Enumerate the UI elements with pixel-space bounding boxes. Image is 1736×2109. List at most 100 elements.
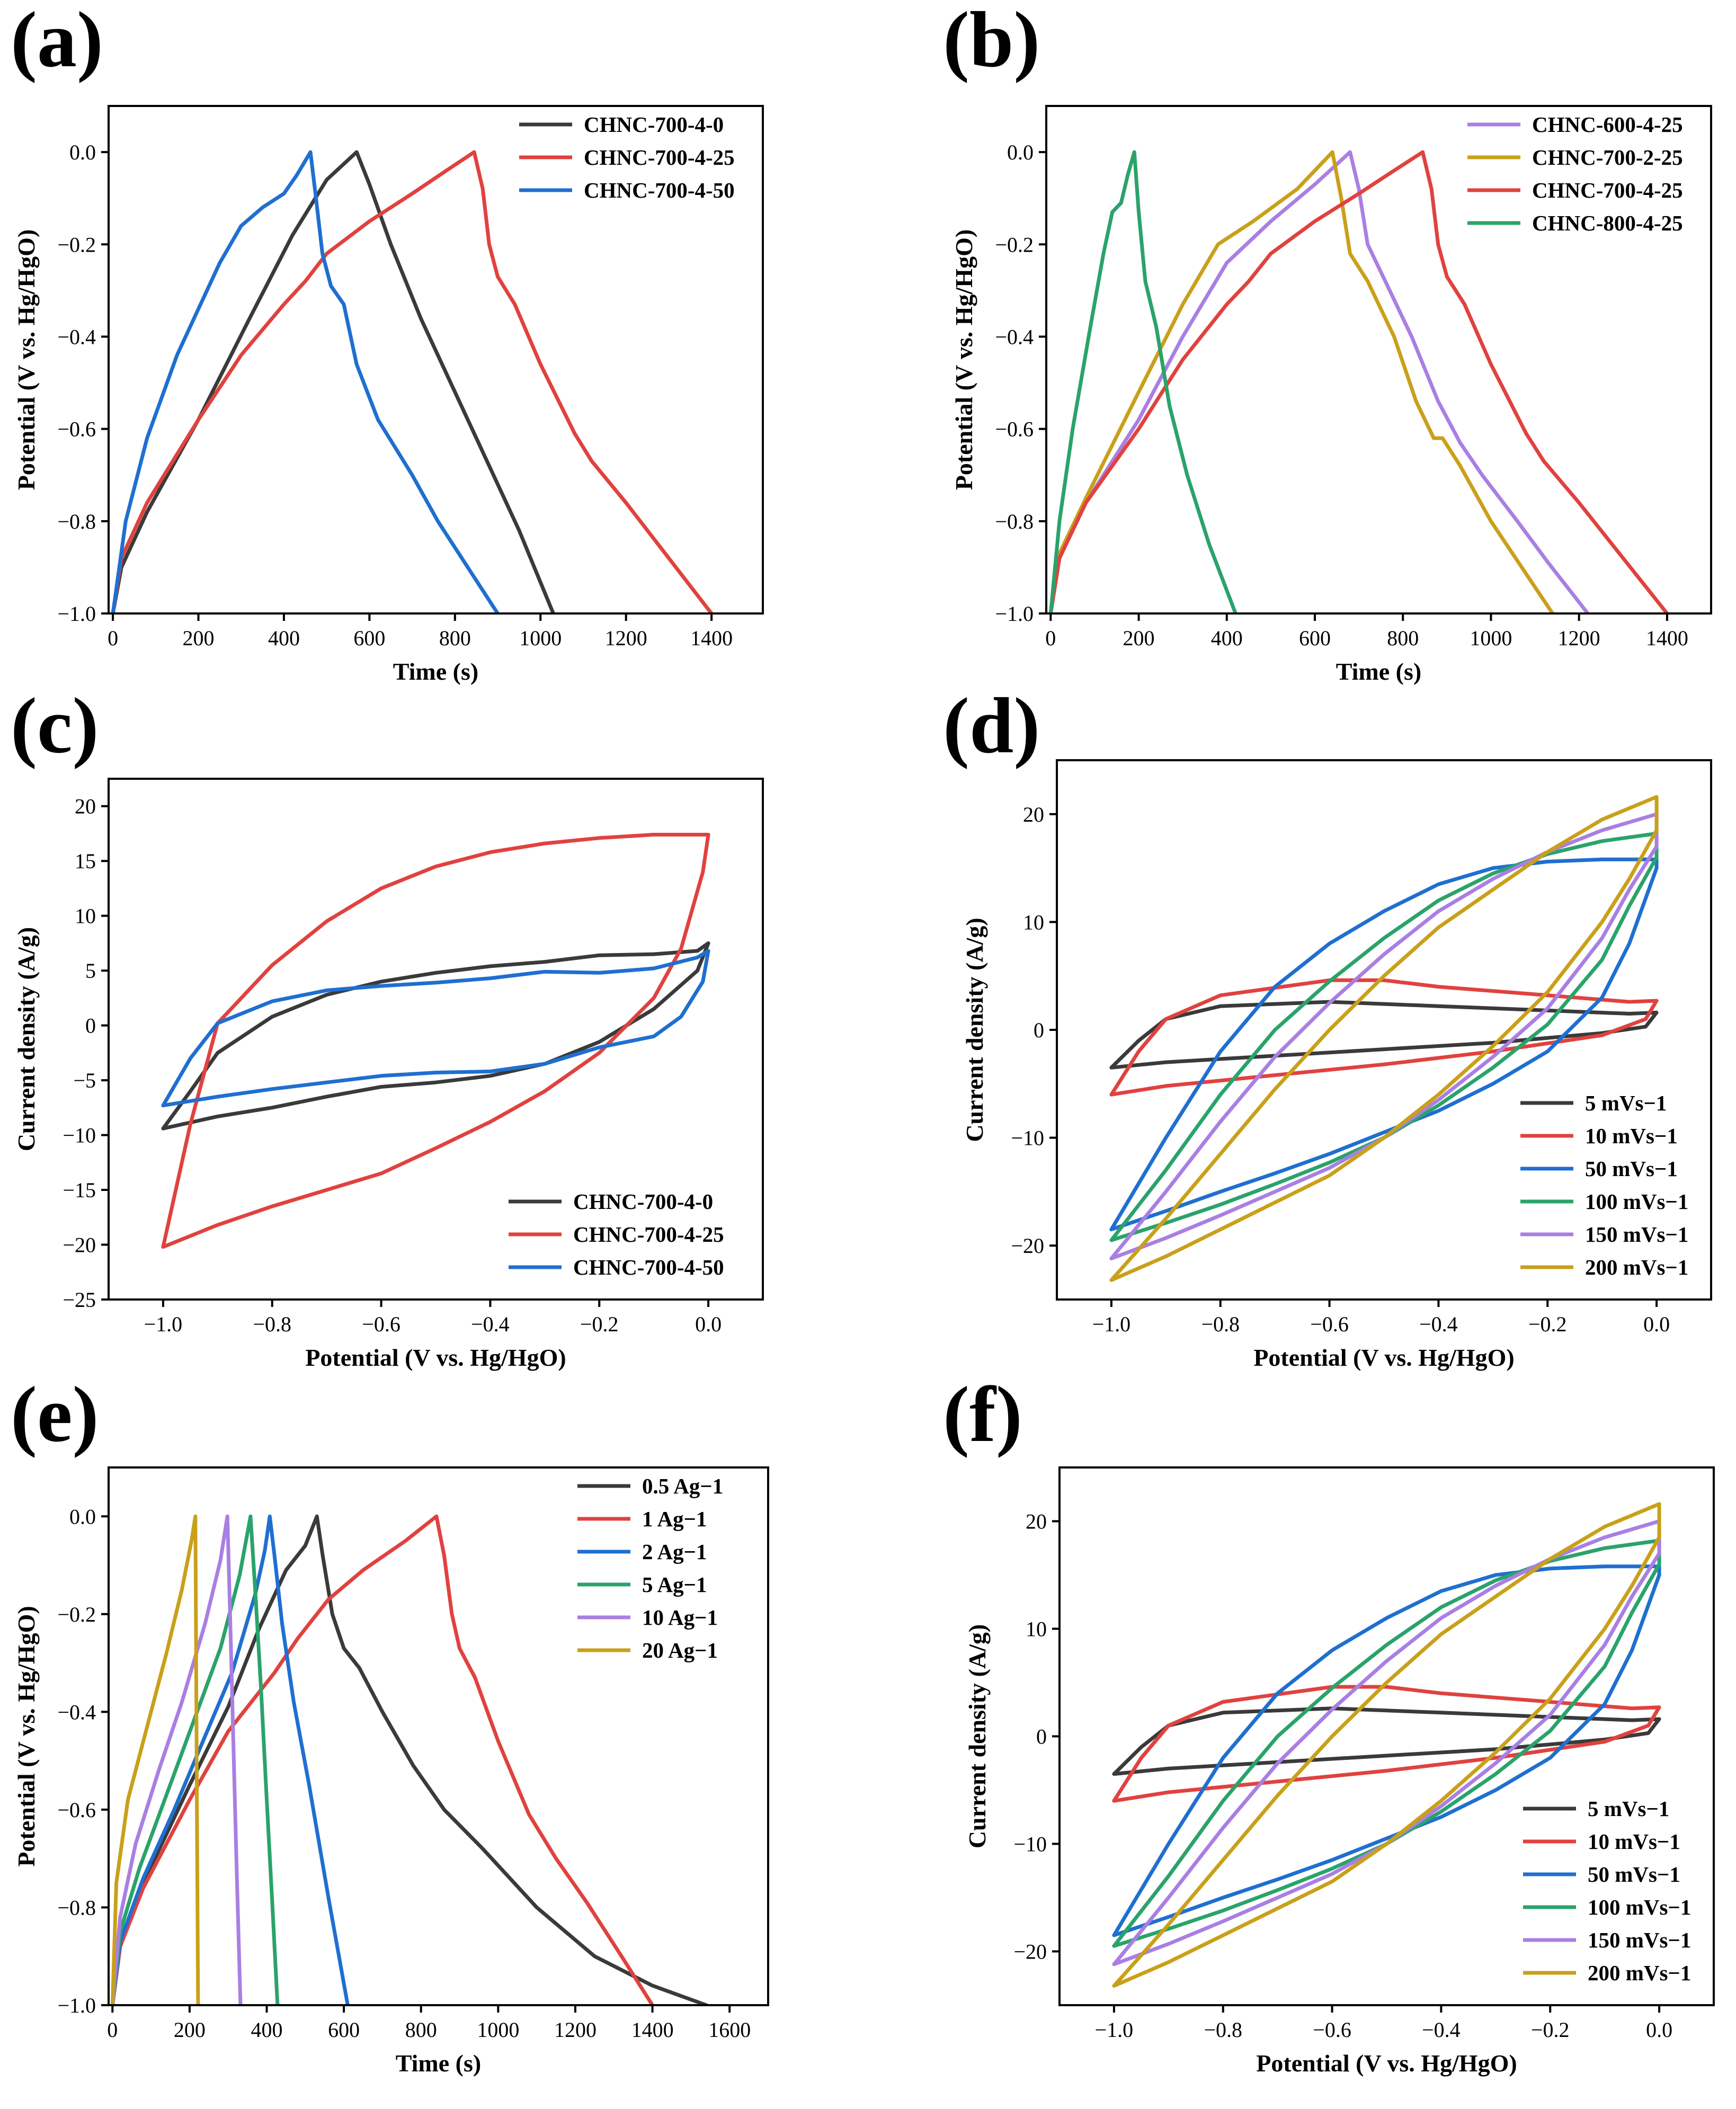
x-tick-label-a-0: 0 [108,626,118,650]
y-axis-title-d: Current density (A/g) [961,918,988,1142]
series-group-a [111,150,714,613]
legend-label-c-1: CHNC-700-4-25 [573,1222,724,1247]
series-line-c-2 [161,949,710,1108]
series-line-d-1 [1109,978,1659,1097]
x-tick-label-d-1: −0.8 [1201,1312,1240,1336]
x-axis-title-a: Time (s) [393,658,478,685]
y-tick-label-e-3: −0.4 [57,1700,96,1724]
y-tick-label-d-2: 0 [1034,1018,1044,1042]
series-line-d-3 [1109,831,1659,1242]
y-tick-label-c-0: −25 [63,1288,96,1312]
x-tick-label-a-1: 200 [183,626,215,650]
x-tick-label-d-4: −0.2 [1528,1312,1567,1336]
x-tick-label-d-3: −0.4 [1419,1312,1458,1336]
legend-label-d-0: 5 mVs−1 [1585,1091,1667,1115]
series-line-f-2 [1112,1564,1661,1937]
legend-label-a-1: CHNC-700-4-25 [584,145,735,170]
x-tick-label-c-0: −1.0 [144,1312,183,1336]
x-tick-label-a-5: 1000 [519,626,562,650]
legend-label-d-2: 50 mVs−1 [1585,1156,1678,1181]
series-line-b-1 [1048,150,1555,613]
series-line-d-0 [1109,1000,1659,1070]
series-line-f-5 [1112,1502,1661,1988]
legend-label-c-0: CHNC-700-4-0 [573,1189,713,1214]
series-line-f-0 [1112,1706,1661,1776]
x-tick-label-c-2: −0.6 [362,1312,400,1336]
series-line-e-2 [110,1514,350,2005]
legend-label-e-0: 0.5 Ag−1 [642,1474,723,1498]
y-tick-label-c-4: −5 [73,1069,96,1092]
y-tick-label-d-4: 20 [1023,803,1044,826]
y-tick-label-e-4: −0.2 [57,1603,96,1626]
y-tick-label-c-3: −10 [63,1124,96,1147]
panel-label-f: (f) [943,1371,1022,1458]
y-tick-label-b-3: −0.4 [995,325,1034,349]
series-line-c-0 [161,941,710,1131]
panel-e: (e) 0 200 400 600 800 1000 1200 1400 1600 −1.0 −0.8… [11,1371,769,2077]
panel-label-e: (e) [11,1371,99,1458]
y-axis-title-b: Potential (V vs. Hg/HgO) [950,229,977,490]
legend-label-a-0: CHNC-700-4-0 [584,112,724,137]
y-tick-label-b-2: −0.6 [995,417,1034,441]
legend-label-b-2: CHNC-700-4-25 [1532,178,1683,202]
x-tick-label-f-3: −0.4 [1422,2018,1461,2042]
x-tick-label-b-0: 0 [1045,626,1056,650]
series-group-c [161,833,710,1249]
y-tick-label-e-2: −0.6 [57,1798,96,1822]
x-tick-label-a-7: 1400 [690,626,733,650]
x-tick-label-f-0: −1.0 [1095,2018,1134,2042]
legend-label-e-1: 1 Ag−1 [642,1507,707,1531]
plot-frame-b [1045,105,1712,615]
y-tick-label-e-0: −1.0 [57,1994,96,2017]
legend-label-f-5: 200 mVs−1 [1588,1961,1691,1985]
legend-e: 0.5 Ag−1 1 Ag−1 2 Ag−1 5 Ag−1 10 Ag−1 20 Ag−1 [577,1474,723,1662]
series-line-e-3 [110,1514,280,2005]
x-tick-label-e-3: 600 [328,2018,360,2042]
series-group-f [1112,1502,1661,1988]
series-line-e-4 [110,1514,243,2005]
y-tick-label-a-2: −0.6 [57,417,96,441]
legend-label-e-3: 5 Ag−1 [642,1572,707,1597]
y-tick-label-a-1: −0.8 [57,510,96,533]
panel-a: (a) 0 200 400 600 800 1000 1200 1400 −1.0 −0.8 −0.6… [11,0,764,685]
x-tick-label-c-1: −0.8 [253,1312,291,1336]
legend-a: CHNC-700-4-0 CHNC-700-4-25 CHNC-700-4-50 [519,112,735,202]
y-tick-label-d-3: 10 [1023,910,1044,934]
x-tick-label-e-2: 400 [251,2018,283,2042]
y-tick-label-c-8: 15 [75,849,96,873]
y-tick-label-c-9: 20 [75,795,96,818]
series-line-c-1 [161,833,710,1249]
x-axis-title-e: Time (s) [396,2050,481,2077]
legend-label-e-4: 10 Ag−1 [642,1605,718,1630]
x-tick-label-d-2: −0.6 [1310,1312,1349,1336]
x-tick-label-c-5: 0.0 [695,1312,722,1336]
legend-label-e-2: 2 Ag−1 [642,1540,707,1564]
series-line-e-0 [110,1514,708,2005]
plot-frame-a [108,105,764,615]
legend-label-f-2: 50 mVs−1 [1588,1862,1680,1886]
x-tick-label-b-2: 400 [1211,626,1243,650]
panel-label-b: (b) [943,0,1040,84]
legend-label-f-3: 100 mVs−1 [1588,1895,1691,1919]
x-tick-label-e-6: 1200 [554,2018,597,2042]
x-tick-label-a-2: 400 [268,626,300,650]
plot-frame-e [108,1466,769,2006]
y-tick-label-b-4: −0.2 [995,233,1034,256]
x-tick-label-b-4: 800 [1387,626,1419,650]
series-line-d-4 [1109,812,1659,1261]
legend-label-d-5: 200 mVs−1 [1585,1255,1688,1279]
series-group-d [1109,795,1659,1282]
x-tick-label-a-6: 1200 [605,626,647,650]
series-line-e-5 [110,1514,200,2005]
y-tick-label-a-4: −0.2 [57,233,96,256]
panel-f: (f) −1.0 −0.8 −0.6 −0.4 −0.2 0.0 −20 −10 0 10 20 Pot… [943,1371,1715,2077]
legend-b: CHNC-600-4-25 CHNC-700-2-25 CHNC-700-4-25 C… [1467,112,1683,235]
x-axis-title-b: Time (s) [1336,658,1421,685]
x-tick-label-f-1: −0.8 [1204,2018,1242,2042]
series-line-d-5 [1109,795,1659,1282]
panel-label-d: (d) [943,682,1040,770]
x-tick-label-c-3: −0.4 [471,1312,510,1336]
x-tick-label-d-5: 0.0 [1643,1312,1670,1336]
x-tick-label-f-5: 0.0 [1646,2018,1672,2042]
legend-f: 5 mVs−1 10 mVs−1 50 mVs−1 100 mVs−1 150 mVs−… [1523,1796,1691,1985]
